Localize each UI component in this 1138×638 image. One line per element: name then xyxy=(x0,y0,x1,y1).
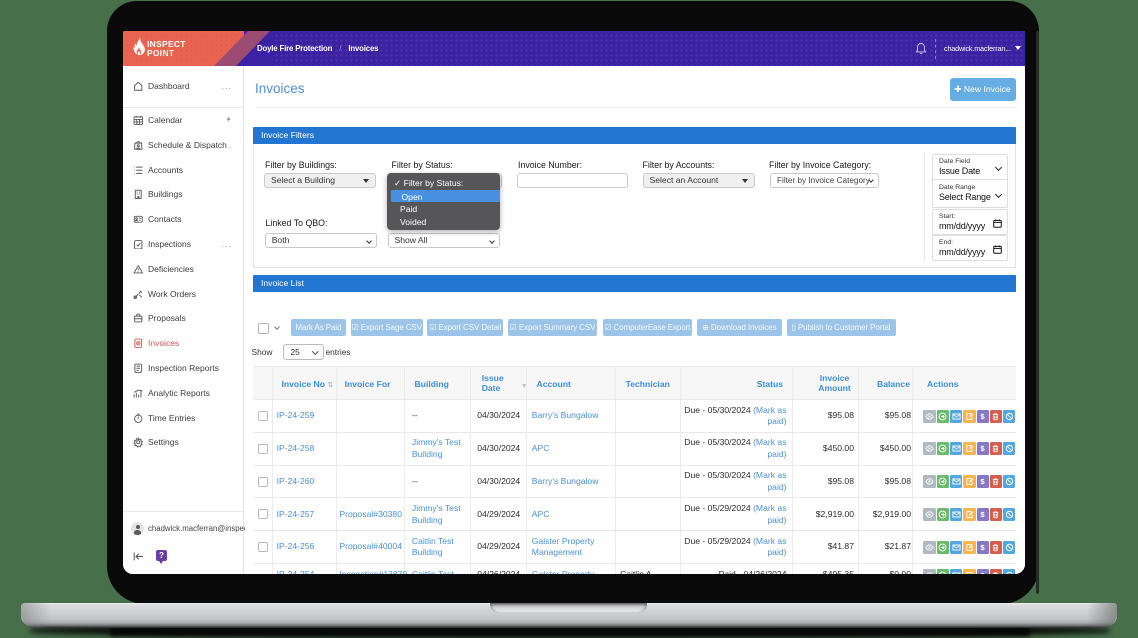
svg-text:$: $ xyxy=(981,571,986,574)
svg-text:$: $ xyxy=(981,444,986,453)
svg-text:$: $ xyxy=(981,543,986,552)
svg-text:$: $ xyxy=(981,510,986,519)
svg-text:$: $ xyxy=(981,477,986,486)
svg-text:$: $ xyxy=(981,412,986,421)
